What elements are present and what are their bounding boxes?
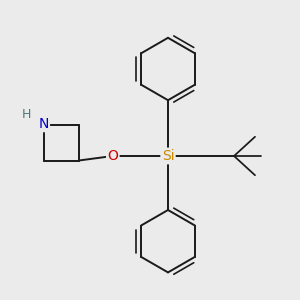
Text: H: H bbox=[22, 108, 32, 121]
Text: O: O bbox=[107, 149, 118, 163]
Text: Si: Si bbox=[162, 149, 174, 163]
Text: N: N bbox=[38, 117, 49, 131]
